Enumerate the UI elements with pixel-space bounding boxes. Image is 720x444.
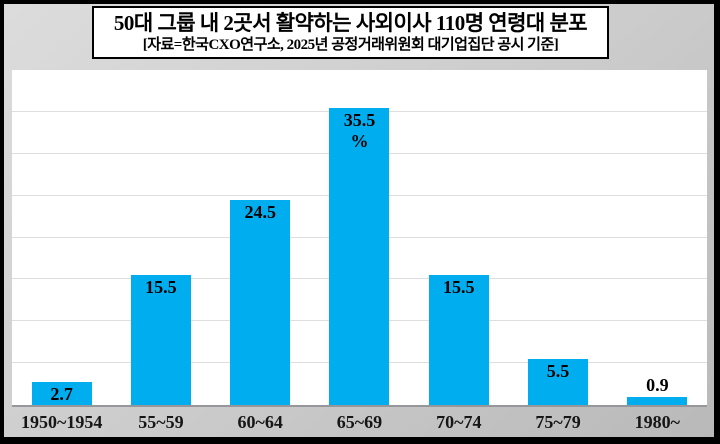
bar-column: 15.5	[409, 70, 508, 405]
bar	[31, 382, 92, 405]
chart-title: 50대 그룹 내 2곳서 활약하는 사외이사 110명 연령대 분포	[113, 11, 588, 35]
bar	[329, 107, 390, 405]
bar-column: 0.9	[608, 70, 707, 405]
bar-value-label: 0.9	[646, 375, 669, 396]
bar-column: 2.7	[12, 70, 111, 405]
bar	[130, 275, 191, 405]
x-axis-label: 65~69	[336, 412, 383, 432]
x-axis-label: 60~64	[237, 412, 283, 432]
chart-subtitle: [자료=한국CXO연구소, 2025년 공정거래위원회 대기업집단 공시 기준]	[142, 37, 559, 53]
bar-column: 5.5	[508, 70, 607, 405]
plot-area: 2.7 15.5 24.5 35.5% 15.5 5.5 0.9	[12, 70, 707, 407]
x-axis-label: 1950~1954	[20, 412, 103, 432]
x-axis-label: 1980~	[634, 412, 681, 432]
bar-value-label: 35.5%	[343, 109, 376, 151]
bar	[230, 199, 291, 405]
bar	[528, 358, 589, 405]
bar	[428, 275, 489, 405]
title-box: 50대 그룹 내 2곳서 활약하는 사외이사 110명 연령대 분포 [자료=한…	[92, 6, 609, 59]
bar-column: 35.5%	[310, 70, 409, 405]
x-axis-labels: 1950~1954 55~59 60~64 65~69 70~74 75~79 1980~	[12, 407, 707, 437]
bar-column: 15.5	[111, 70, 210, 405]
bar-value-label: 15.5	[145, 277, 177, 298]
bars: 2.7 15.5 24.5 35.5% 15.5 5.5 0.9	[12, 70, 707, 405]
x-axis-label: 75~79	[535, 412, 581, 432]
bar-value-label: 2.7	[50, 384, 73, 405]
bar-value-label: 15.5	[443, 277, 475, 298]
bar-column: 24.5	[211, 70, 310, 405]
bar-value-label: 24.5	[244, 201, 276, 222]
bar	[627, 397, 688, 405]
bar-value-label: 5.5	[546, 360, 570, 381]
x-axis-label: 55~59	[138, 412, 184, 432]
x-axis-label: 70~74	[436, 412, 482, 432]
